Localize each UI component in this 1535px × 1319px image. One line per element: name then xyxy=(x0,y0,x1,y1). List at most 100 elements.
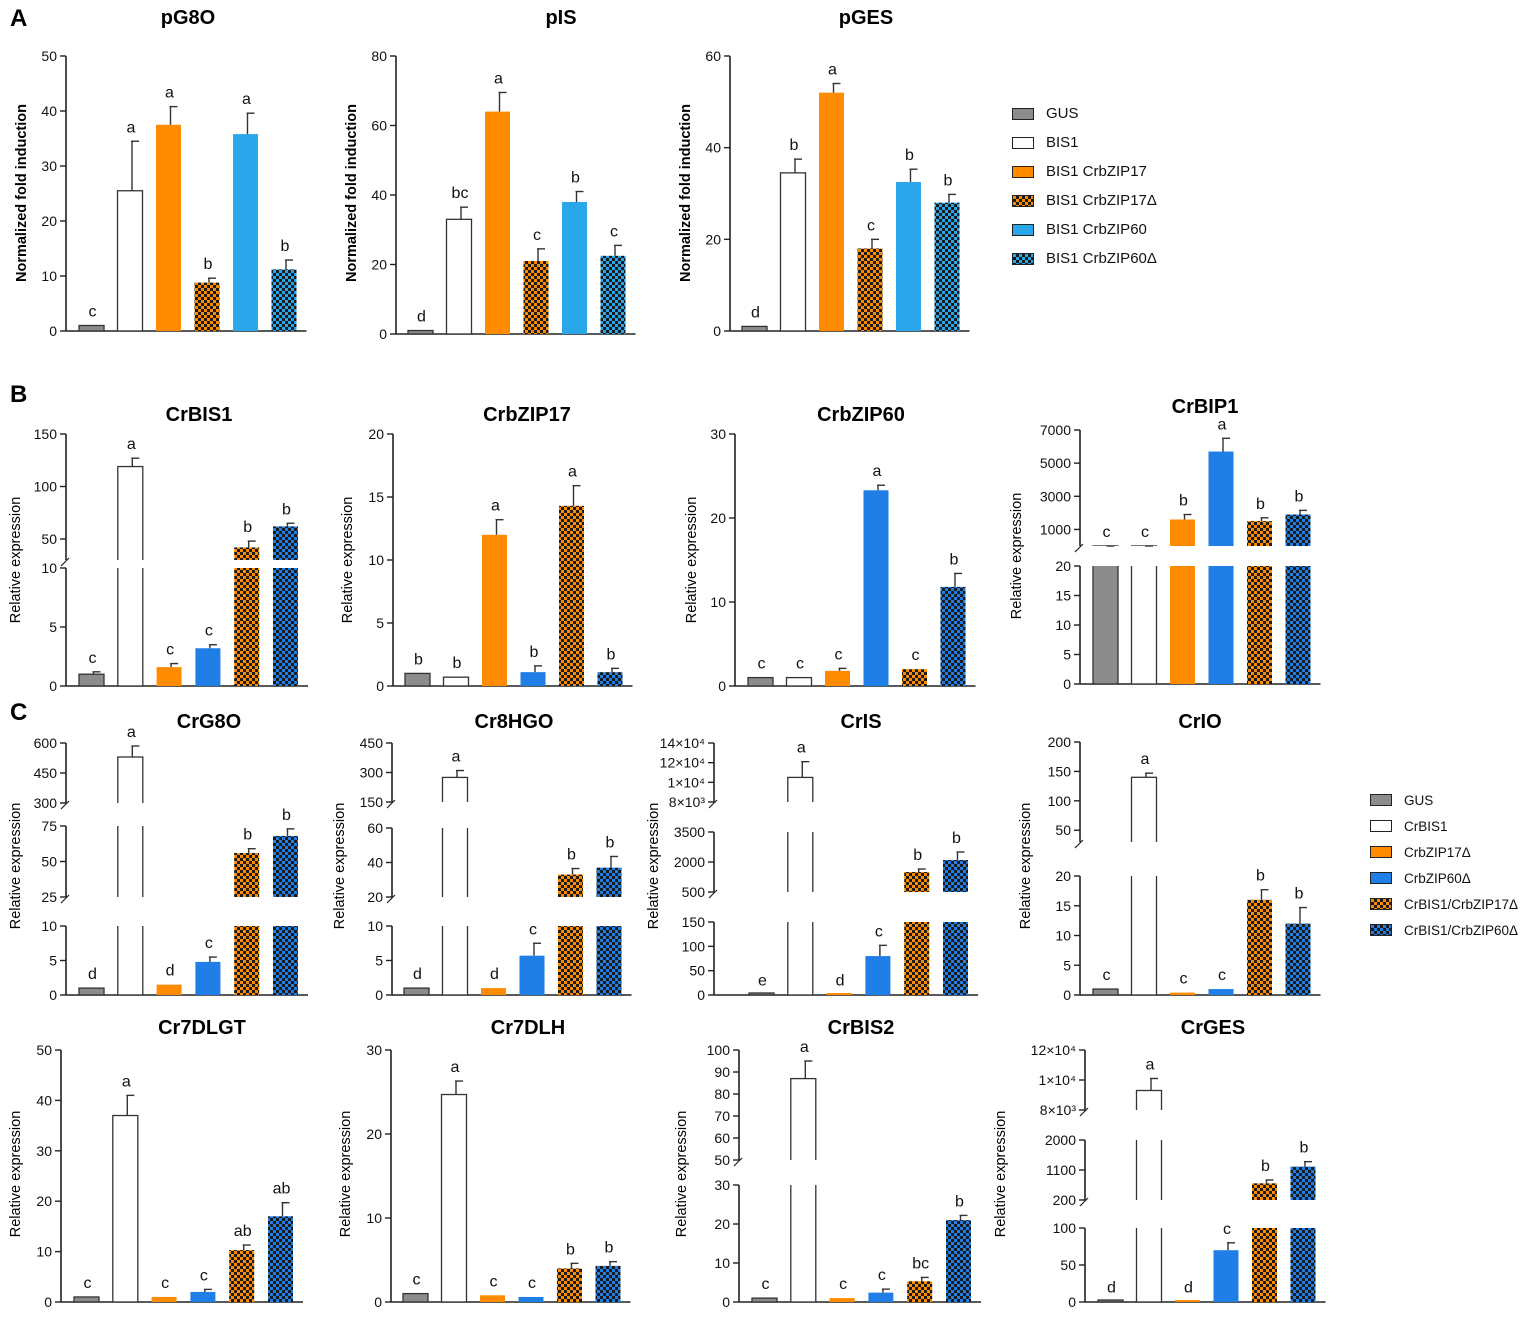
significance-letter: d xyxy=(751,304,760,321)
axis-break-mark xyxy=(60,557,70,567)
legend-item-crbzip60-delta: CrbZIP60Δ xyxy=(1370,865,1518,891)
y-tick-label: 0 xyxy=(1063,676,1071,692)
bar-crbis1-crbzip17- xyxy=(557,1268,582,1302)
bar-crbis1-crbzip60- xyxy=(596,867,622,995)
bar-bis1-crbzip60- xyxy=(934,202,960,331)
significance-letter: c xyxy=(867,217,875,234)
y-tick-label: 20 xyxy=(41,213,57,229)
y-axis-label: Relative expression xyxy=(674,1111,690,1238)
bar-gus xyxy=(78,987,105,996)
significance-letter: a xyxy=(452,749,461,766)
chart-title: pG8O xyxy=(161,7,215,29)
bar-break-gap xyxy=(271,560,300,568)
chart-title: Cr8HGO xyxy=(475,711,554,733)
significance-letter: b xyxy=(1261,1158,1270,1175)
y-tick-label: 60 xyxy=(714,1130,730,1146)
bar-crbzip60- xyxy=(195,648,221,686)
y-tick-label: 30 xyxy=(366,1042,382,1058)
significance-letter: c xyxy=(912,647,920,664)
bar-crbis1 xyxy=(1130,545,1158,685)
bar-crbis1 xyxy=(112,1114,139,1303)
significance-letter: bc xyxy=(912,1255,929,1272)
significance-letter: a xyxy=(1146,1057,1155,1074)
chart-cr8hgo: Cr8HGO Relative expression 0 5 10 20 40 60 150 30… xyxy=(332,711,632,1003)
y-tick-label: 12×10⁴ xyxy=(660,755,705,771)
legend-label: GUS xyxy=(1404,792,1434,808)
y-tick-label: 10 xyxy=(1055,617,1071,633)
significance-letter: c xyxy=(1223,1221,1231,1238)
axis-break-mark xyxy=(1074,839,1084,849)
significance-letter: c xyxy=(878,1267,886,1284)
y-tick-label: 50 xyxy=(41,531,57,547)
y-axis-label: Relative expression xyxy=(332,803,348,930)
y-tick-label: 40 xyxy=(36,1092,52,1108)
significance-letter: b xyxy=(530,644,539,661)
bar-break-gap xyxy=(556,897,585,926)
legend-label: CrBIS1 xyxy=(1404,818,1448,834)
y-tick-label: 1100 xyxy=(1046,1162,1076,1178)
y-tick-label: 60 xyxy=(371,118,387,134)
chart-crbzip17: CrbZIP17 Relative expression 0 5 10 15 20 b b a b a… xyxy=(340,404,633,694)
y-tick-label: 40 xyxy=(705,140,721,156)
legend-label: CrBIS1/CrbZIP17Δ xyxy=(1404,896,1519,912)
chart-cr7dlgt: Cr7DLGT Relative expression 0 10 20 30 40 50 c a c… xyxy=(8,1017,303,1310)
y-tick-label: 5 xyxy=(1063,647,1071,663)
y-tick-label: 0 xyxy=(722,1294,730,1310)
bar-crbis1-crbzip60- xyxy=(597,672,623,686)
y-axis-label: Relative expression xyxy=(8,497,24,624)
y-tick-label: 40 xyxy=(371,187,387,203)
significance-letter: c xyxy=(1103,524,1111,541)
bar-crbis1 xyxy=(442,676,470,687)
significance-letter: b xyxy=(955,1193,964,1210)
y-axis-label: Relative expression xyxy=(8,803,24,930)
y-tick-label: 0 xyxy=(697,987,705,1003)
y-tick-label: 200 xyxy=(1053,1192,1077,1208)
bar-break-gap xyxy=(1250,1200,1279,1228)
y-tick-label: 5 xyxy=(376,615,384,631)
y-tick-label: 10 xyxy=(41,560,57,576)
significance-letter: a xyxy=(127,724,136,741)
bar-crbzip60- xyxy=(865,956,891,995)
legend-swatch xyxy=(1012,165,1034,178)
legend-label: BIS1 CrbZIP17 xyxy=(1046,163,1147,180)
bar-break-gap xyxy=(594,897,624,926)
bar-crbis1 xyxy=(790,1077,817,1303)
bar-crbis1-crbzip17- xyxy=(1247,521,1272,684)
legend-item-bis1-crbzip60-delta: BIS1 CrbZIP60Δ xyxy=(1012,244,1157,273)
significance-letter: bc xyxy=(452,185,469,202)
legend-swatch xyxy=(1370,794,1392,806)
bar-gus xyxy=(73,1296,100,1303)
y-axis-label: Relative expression xyxy=(8,1111,24,1238)
bar-bis1-crbzip17 xyxy=(485,111,510,334)
y-axis-label: Relative expression xyxy=(1018,803,1034,930)
y-axis-label: Normalized fold induction xyxy=(678,104,694,282)
y-tick-label: 1000 xyxy=(1040,521,1071,537)
significance-letter: a xyxy=(568,464,577,481)
chart-crbis2: CrBIS2 Relative expression 0 10 20 30 50 60 70 80… xyxy=(674,1017,981,1310)
bar-break-gap xyxy=(1288,1200,1318,1228)
y-axis-label: Relative expression xyxy=(646,803,662,930)
significance-letter: a xyxy=(242,91,251,108)
bar-gus xyxy=(1092,545,1119,685)
bar-gus xyxy=(78,324,105,332)
significance-letter: c xyxy=(84,1275,92,1292)
bar-crbis1-crbzip17- xyxy=(902,669,927,686)
bar-crbzip17- xyxy=(1175,1300,1200,1302)
chart-title: Cr7DLH xyxy=(491,1017,565,1039)
y-tick-label: 3000 xyxy=(1040,488,1071,504)
y-tick-label: 450 xyxy=(34,765,58,781)
axis-break-mark xyxy=(733,1157,743,1167)
bar-crbis1-crbzip60- xyxy=(946,1220,971,1302)
bar-crbzip17- xyxy=(1170,992,1195,995)
bar-crbis1-crbzip17- xyxy=(558,874,583,995)
chart-title: CrBIS2 xyxy=(828,1017,895,1039)
legend-swatch xyxy=(1012,223,1034,236)
y-tick-label: 150 xyxy=(1048,763,1072,779)
significance-letter: a xyxy=(494,70,503,87)
legend-swatch xyxy=(1370,872,1392,884)
y-tick-label: 7000 xyxy=(1040,422,1071,438)
bar-bis1-crbzip17 xyxy=(156,124,181,331)
